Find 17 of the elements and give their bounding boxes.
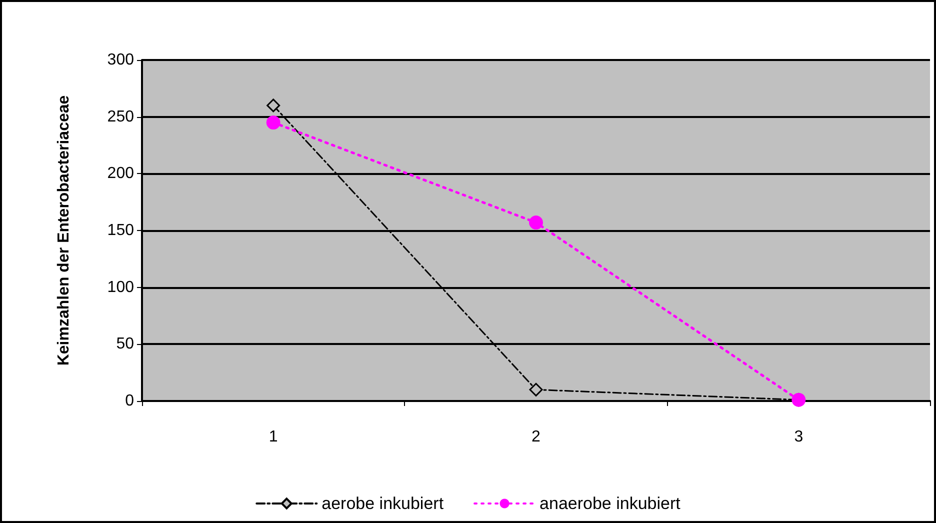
y-axis-title: Keimzahlen der Enterobacteriaceae xyxy=(56,95,72,366)
point xyxy=(529,216,543,230)
x-tick-label: 2 xyxy=(532,428,541,446)
x-tick-label: 1 xyxy=(268,428,278,446)
point xyxy=(266,116,280,130)
y-tick-label: 100 xyxy=(107,278,134,296)
legend-label: aerobe inkubiert xyxy=(322,494,444,513)
y-tick-label: 300 xyxy=(107,52,134,68)
y-tick-label: 200 xyxy=(107,165,134,182)
y-tick-label: 150 xyxy=(107,222,134,239)
x-tick-label: 3 xyxy=(794,428,804,446)
y-tick-label: 50 xyxy=(116,336,134,353)
y-tick-label: 0 xyxy=(125,392,134,410)
point xyxy=(529,382,543,396)
legend-label: anaerobe inkubiert xyxy=(540,494,681,513)
point xyxy=(266,98,280,112)
y-tick-label: 250 xyxy=(107,108,134,126)
